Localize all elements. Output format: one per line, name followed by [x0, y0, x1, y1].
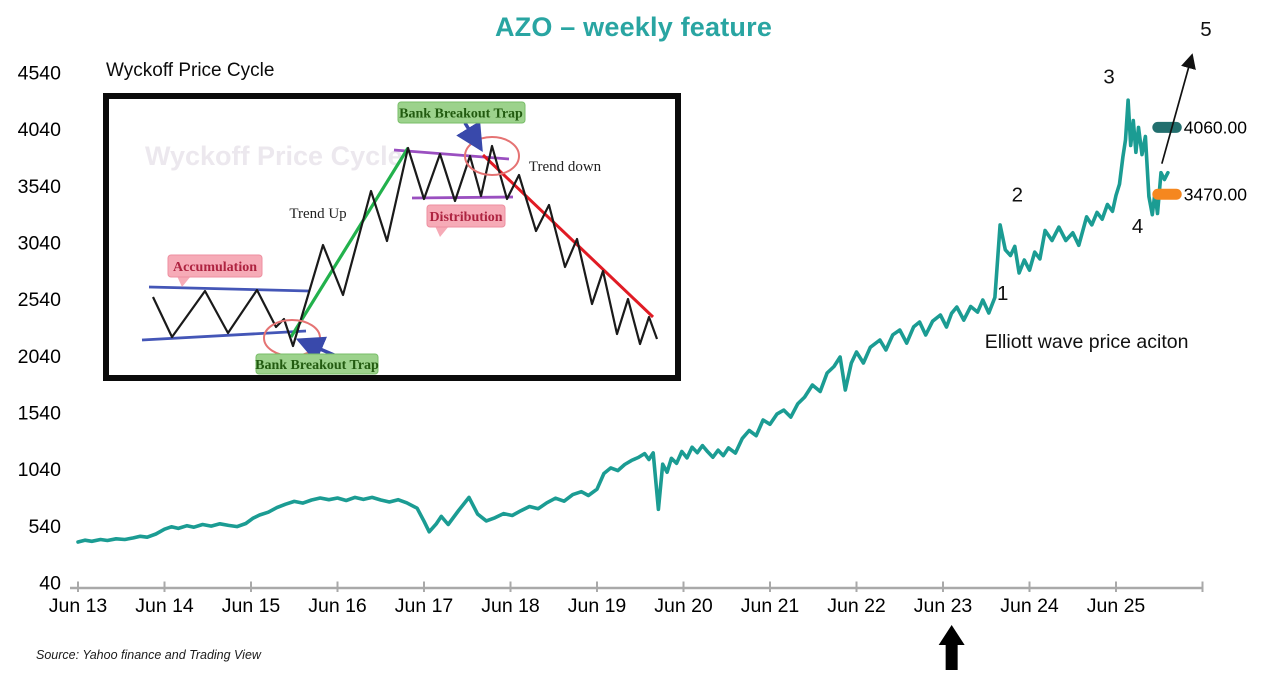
accumulation-upper-line: [148, 285, 310, 293]
price-line: [76, 98, 1170, 544]
bank-breakout-trap-badge-top: Bank Breakout Trap: [397, 101, 526, 124]
bank-breakout-trap-badge-bottom: Bank Breakout Trap: [255, 353, 379, 375]
distribution-label: Distribution: [429, 210, 502, 225]
inset-watermark: Wyckoff Price Cycle: [145, 141, 403, 171]
y-tick-label: 1540: [18, 403, 62, 425]
x-tick-label: Jun 24: [1000, 595, 1059, 617]
price-level-pill: [1152, 188, 1182, 200]
trend-down-label: Trend down: [529, 159, 602, 175]
trap-circle-top: [464, 136, 520, 176]
trap-circle-bottom: [263, 319, 321, 357]
trend-down-line: [481, 153, 655, 319]
wyckoff-price-zigzag: [152, 144, 659, 348]
x-tick-label: Jun 22: [827, 595, 886, 617]
inset-heading: Wyckoff Price Cycle: [106, 60, 275, 81]
price-level-pill: [1152, 121, 1182, 133]
trend-up-label: Trend Up: [289, 206, 346, 222]
wyckoff-diagram: Wyckoff Price Cycle Bank Breakout Trap: [141, 101, 659, 375]
x-tick-label: Jun 17: [395, 595, 454, 617]
elliott-wave-caption: Elliott wave price aciton: [985, 331, 1189, 353]
y-tick-label: 4040: [18, 119, 62, 141]
x-tick-label: Jun 25: [1087, 595, 1146, 617]
source-note: Source: Yahoo finance and Trading View: [36, 648, 261, 662]
page-title: AZO – weekly feature: [494, 12, 773, 42]
elliott-wave-number: 5: [1200, 18, 1211, 41]
trend-up-line: [289, 147, 410, 338]
y-tick-label: 3040: [18, 233, 62, 255]
wyckoff-inset: Wyckoff Price Cycle Bank Breakout Trap: [103, 93, 681, 381]
price-level-label: 3470.00: [1184, 184, 1248, 204]
x-tick-label: Jun 15: [222, 595, 281, 617]
elliott-wave-number: 1: [997, 282, 1008, 305]
x-tick-label: Jun 20: [654, 595, 713, 617]
distribution-lower-line: [411, 195, 514, 200]
accumulation-label: Accumulation: [173, 260, 257, 275]
elliott-wave-number: 3: [1103, 65, 1114, 88]
trap-arrow-top: [456, 120, 483, 152]
price-level-label: 4060.00: [1184, 117, 1248, 137]
x-tick-label: Jun 16: [308, 595, 367, 617]
bank-breakout-trap-label-bottom: Bank Breakout Trap: [255, 358, 379, 373]
wave5-projection-arrow: [1161, 53, 1196, 164]
y-tick-label: 2040: [18, 346, 62, 368]
x-tick-label: Jun 14: [135, 595, 194, 617]
accumulation-lower-line: [141, 329, 307, 342]
y-tick-label: 4540: [18, 63, 62, 85]
elliott-wave-number: 4: [1132, 215, 1143, 238]
y-tick-label: 2540: [18, 289, 62, 311]
y-tick-label: 3540: [18, 176, 62, 198]
x-tick-label: Jun 23: [914, 595, 973, 617]
accumulation-badge: Accumulation: [167, 254, 263, 287]
x-tick-label: Jun 18: [481, 595, 540, 617]
x-tick-label: Jun 21: [741, 595, 800, 617]
y-tick-label: 540: [28, 516, 61, 538]
y-tick-label: 40: [39, 573, 61, 595]
x-axis-up-arrow-marker: [938, 625, 965, 670]
distribution-badge: Distribution: [426, 204, 506, 237]
bank-breakout-trap-label-top: Bank Breakout Trap: [399, 107, 523, 122]
y-tick-label: 1040: [18, 459, 62, 481]
x-tick-label: Jun 13: [49, 595, 108, 617]
elliott-wave-number: 2: [1012, 183, 1023, 206]
x-tick-label: Jun 19: [568, 595, 627, 617]
